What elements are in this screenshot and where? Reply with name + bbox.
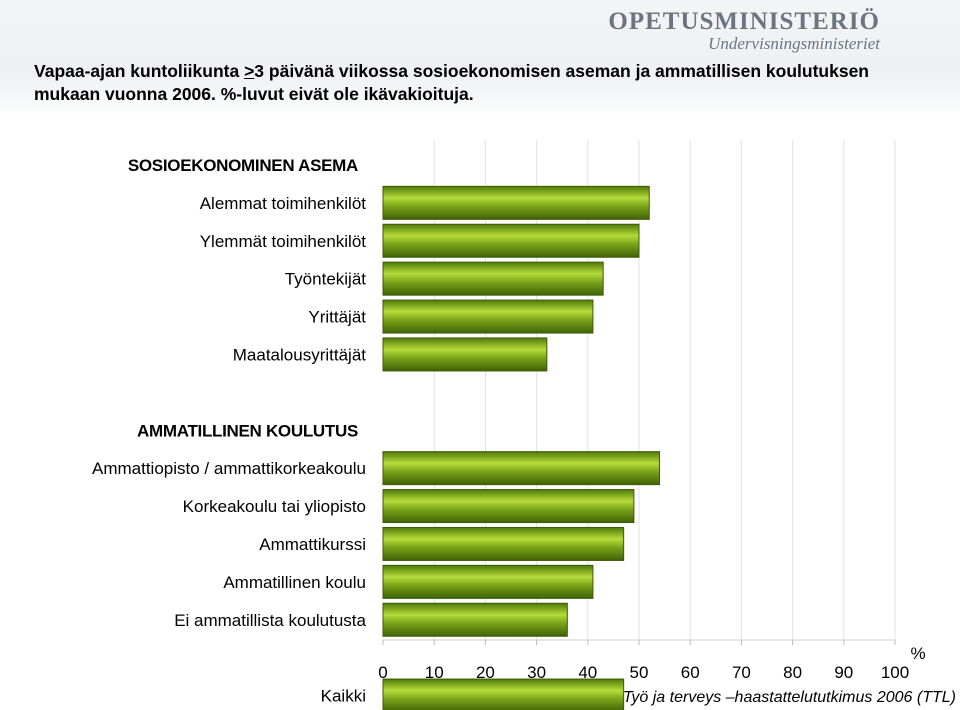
- category-group-header: AMMATILLINEN KOULUTUS: [137, 421, 358, 440]
- bar: [382, 451, 660, 486]
- x-tick-label: 70: [732, 663, 751, 682]
- x-tick-label: 80: [783, 663, 802, 682]
- x-tick-label: 30: [527, 663, 546, 682]
- category-label: Työntekijät: [285, 270, 367, 289]
- x-tick-label: 20: [476, 663, 495, 682]
- x-tick-label: 100: [881, 663, 909, 682]
- x-tick-label: 60: [681, 663, 700, 682]
- title-part1: Vapaa-ajan kuntoliikunta: [34, 61, 245, 81]
- category-group-header: SOSIOEKONOMINEN ASEMA: [128, 156, 358, 175]
- category-label: Yrittäjät: [308, 308, 366, 327]
- bar: [382, 602, 568, 637]
- bar: [382, 489, 635, 524]
- x-tick-label: 50: [630, 663, 649, 682]
- chart-title: Vapaa-ajan kuntoliikunta >3 päivänä viik…: [34, 60, 934, 106]
- category-label: Ammattikurssi: [259, 535, 366, 554]
- category-label: Ammattiopisto / ammattikorkeakoulu: [92, 459, 366, 478]
- x-tick-label: 40: [578, 663, 597, 682]
- bar: [382, 337, 548, 372]
- bar: [382, 299, 594, 334]
- ministry-logo: Opetusministeriö Undervisningsministerie…: [608, 8, 880, 54]
- logo-subtitle: Undervisningsministeriet: [708, 34, 880, 53]
- category-label: Kaikki: [321, 687, 366, 706]
- category-label: Korkeakoulu tai yliopisto: [183, 497, 366, 516]
- bar: [382, 185, 650, 220]
- title-underlined: >: [244, 61, 255, 81]
- category-label: Ammatillinen koulu: [223, 573, 366, 592]
- x-tick-label: 10: [425, 663, 444, 682]
- bar: [382, 223, 640, 258]
- source-note: Työ ja terveys –haastattelututkimus 2006…: [622, 689, 956, 706]
- bar: [382, 261, 604, 296]
- category-label: Maatalousyrittäjät: [233, 345, 367, 364]
- category-label: Alemmat toimihenkilöt: [200, 194, 367, 213]
- x-axis-label: %: [910, 644, 925, 663]
- header-band: [0, 0, 960, 122]
- x-tick-label: 90: [834, 663, 853, 682]
- bar: [382, 526, 625, 561]
- category-label: Ylemmät toimihenkilöt: [200, 232, 367, 251]
- bar: [382, 564, 594, 599]
- category-label: Ei ammatillista koulutusta: [174, 611, 366, 630]
- logo-name: Opetusministeriö: [608, 8, 880, 35]
- title-part2: 3 päivänä viikossa sosioekonomisen asema…: [34, 61, 869, 104]
- x-tick-label: 0: [378, 663, 387, 682]
- bar: [382, 678, 625, 710]
